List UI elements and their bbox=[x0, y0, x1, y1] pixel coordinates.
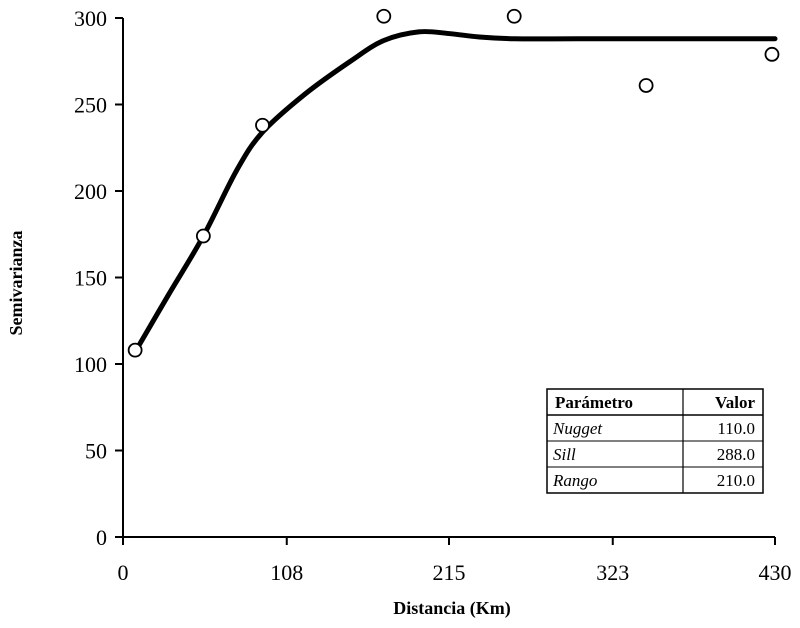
data-point bbox=[127, 342, 143, 358]
y-tick-label: 300 bbox=[74, 6, 107, 31]
x-tick-label: 108 bbox=[270, 560, 303, 585]
table-header-value: Valor bbox=[715, 393, 755, 412]
data-point bbox=[506, 8, 522, 24]
data-point bbox=[764, 46, 780, 62]
y-tick-label: 100 bbox=[74, 352, 107, 377]
x-axis-title: Distancia (Km) bbox=[393, 598, 510, 619]
x-tick-label: 215 bbox=[433, 560, 466, 585]
y-tick-label: 250 bbox=[74, 93, 107, 118]
table-cell-value: 210.0 bbox=[717, 471, 755, 490]
fitted-curve-layer bbox=[135, 29, 778, 350]
x-tick-label: 323 bbox=[596, 560, 629, 585]
table-cell-parameter: Sill bbox=[553, 445, 576, 464]
y-tick-label: 50 bbox=[85, 439, 107, 464]
table-cell-parameter: Rango bbox=[552, 471, 597, 490]
y-tick-label: 200 bbox=[74, 179, 107, 204]
points-layer bbox=[127, 8, 780, 358]
y-tick-label: 150 bbox=[74, 266, 107, 291]
table-header-parameter: Parámetro bbox=[555, 393, 633, 412]
table-cell-parameter: Nugget bbox=[552, 419, 603, 438]
x-tick-label: 0 bbox=[118, 560, 129, 585]
data-point bbox=[255, 117, 270, 133]
parameter-table: Parámetro Valor Nugget 110.0 Sill 288.0 Rango 2… bbox=[546, 388, 764, 494]
data-point bbox=[195, 228, 211, 244]
table-cell-value: 288.0 bbox=[717, 445, 755, 464]
y-axis-title: Semivarianza bbox=[6, 231, 26, 336]
x-tick-label: 430 bbox=[759, 560, 792, 585]
fitted-semivariogram-curve bbox=[135, 29, 778, 350]
table-cell-value: 110.0 bbox=[717, 419, 755, 438]
data-point bbox=[638, 78, 654, 93]
ticks: 0 50 100 150 200 250 300 0 108 215 323 430 bbox=[74, 6, 792, 585]
y-tick-label: 0 bbox=[96, 525, 107, 550]
data-point bbox=[376, 8, 392, 24]
